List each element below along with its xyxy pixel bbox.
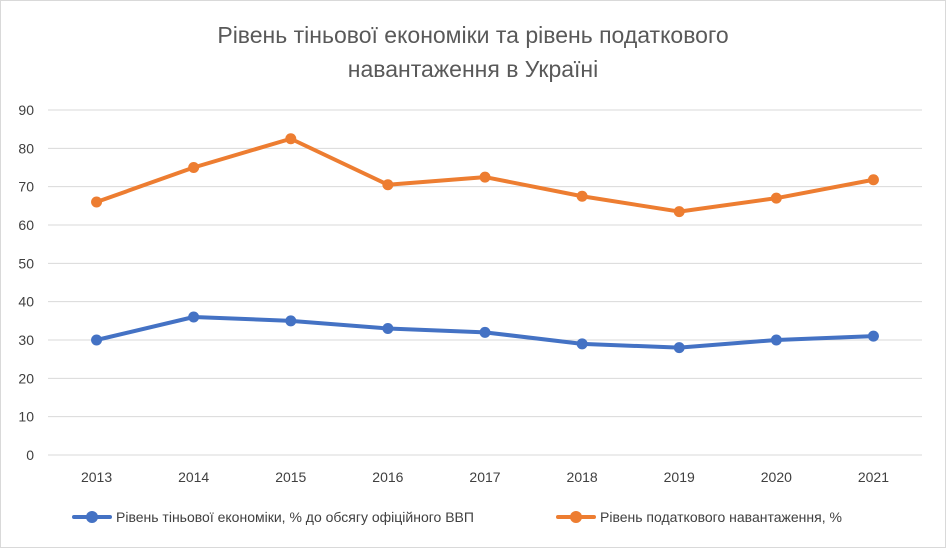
data-point xyxy=(576,338,588,350)
data-point xyxy=(770,192,782,204)
data-point xyxy=(479,171,491,183)
legend: Рівень тіньової економіки, % до обсягу о… xyxy=(0,505,946,529)
x-tick-label: 2015 xyxy=(275,469,306,485)
data-point xyxy=(285,315,297,327)
x-tick-label: 2016 xyxy=(372,469,403,485)
series-lines xyxy=(91,133,879,354)
data-point xyxy=(867,174,879,186)
y-tick-label: 50 xyxy=(18,255,34,271)
x-tick-label: 2021 xyxy=(858,469,889,485)
data-point xyxy=(285,133,297,145)
y-tick-label: 60 xyxy=(18,217,34,233)
data-point xyxy=(188,311,200,323)
data-point xyxy=(770,334,782,346)
y-tick-label: 10 xyxy=(18,409,34,425)
data-point xyxy=(91,334,103,346)
legend-swatch-shadow-economy xyxy=(72,505,112,529)
series-1 xyxy=(91,133,879,218)
legend-label-tax-burden: Рівень податкового навантаження, % xyxy=(600,509,842,525)
y-tick-label: 90 xyxy=(18,102,34,118)
y-tick-label: 20 xyxy=(18,370,34,386)
x-tick-label: 2019 xyxy=(664,469,695,485)
series-0 xyxy=(91,311,879,354)
data-point xyxy=(867,330,879,342)
chart-title: Рівень тіньової економіки та рівень пода… xyxy=(0,18,946,86)
data-point xyxy=(382,323,394,334)
x-tick-label: 2014 xyxy=(178,469,209,485)
y-tick-label: 30 xyxy=(18,332,34,348)
legend-item-tax-burden: Рівень податкового навантаження, % xyxy=(556,505,842,529)
x-axis-ticks: 2013 2014 2015 2016 2017 2018 2019 2020 2021 xyxy=(81,469,889,485)
data-point xyxy=(479,326,491,338)
data-point xyxy=(673,206,685,218)
x-tick-label: 2020 xyxy=(761,469,792,485)
legend-item-shadow-economy: Рівень тіньової економіки, % до обсягу о… xyxy=(72,505,474,529)
x-tick-label: 2018 xyxy=(567,469,598,485)
x-tick-label: 2017 xyxy=(469,469,500,485)
y-tick-label: 40 xyxy=(18,294,34,310)
y-tick-label: 70 xyxy=(18,179,34,195)
data-point xyxy=(188,162,200,173)
legend-label-shadow-economy: Рівень тіньової економіки, % до обсягу о… xyxy=(116,509,474,525)
data-point xyxy=(91,196,103,208)
data-point xyxy=(576,190,588,202)
y-axis-ticks: 0 10 20 30 40 50 60 70 80 90 xyxy=(18,102,34,463)
gridlines xyxy=(48,109,922,456)
data-point xyxy=(382,179,394,191)
legend-swatch-tax-burden xyxy=(556,505,596,529)
y-tick-label: 80 xyxy=(18,140,34,156)
x-tick-label: 2013 xyxy=(81,469,112,485)
data-point xyxy=(673,342,685,354)
chart-title-line-2: навантаження в Україні xyxy=(347,56,599,82)
chart-title-line-1: Рівень тіньової економіки та рівень пода… xyxy=(217,22,729,48)
y-tick-label: 0 xyxy=(26,447,34,463)
